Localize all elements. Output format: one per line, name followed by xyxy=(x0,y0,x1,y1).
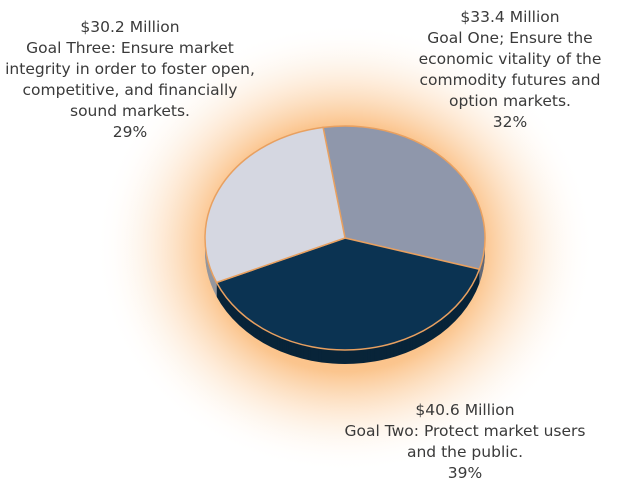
category-label: Goal One; Ensure the economic vitality o… xyxy=(418,29,602,110)
slice xyxy=(215,237,481,351)
category-label: Goal Three: Ensure market integrity in o… xyxy=(5,39,255,120)
slice xyxy=(204,126,346,284)
slice xyxy=(322,125,486,271)
value-label: 39% xyxy=(447,464,483,482)
amount-label: $33.4 Million xyxy=(460,8,560,26)
slice-label: $40.6 Million Goal Two: Protect market us… xyxy=(335,400,595,484)
slice-label: $33.4 Million Goal One; Ensure the econom… xyxy=(403,7,618,133)
amount-label: $30.2 Million xyxy=(80,18,180,36)
value-label: 32% xyxy=(492,113,528,131)
slice-label: $30.2 Million Goal Three: Ensure market i… xyxy=(1,17,259,143)
amount-label: $40.6 Million xyxy=(415,401,515,419)
category-label: Goal Two: Protect market users and the p… xyxy=(344,422,586,461)
value-label: 29% xyxy=(112,123,148,141)
